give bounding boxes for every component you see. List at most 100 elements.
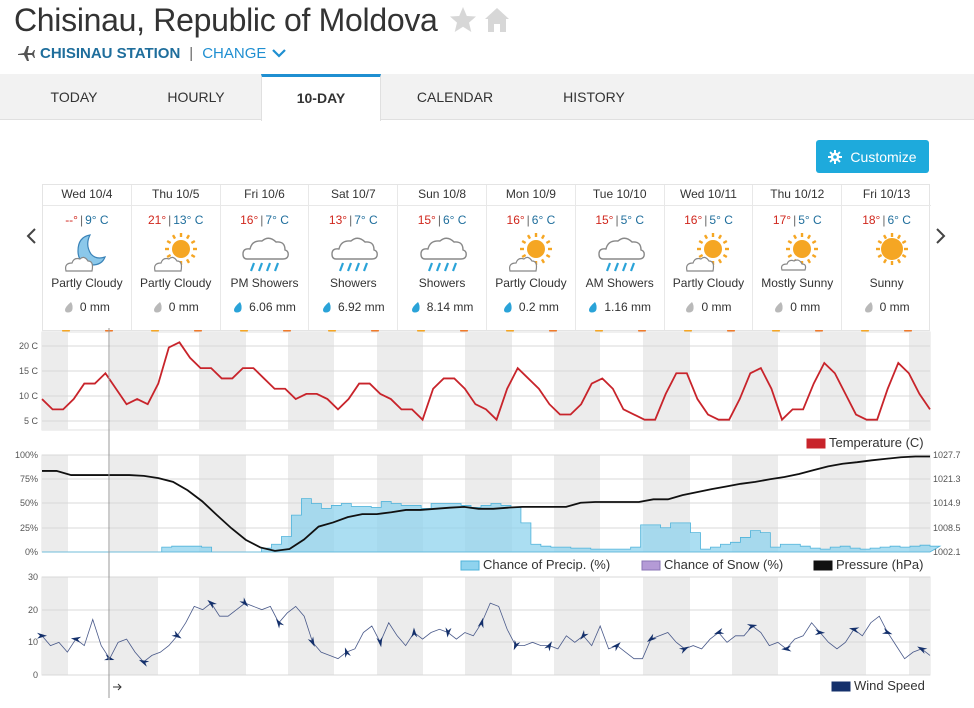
wind-direction-arrow [678, 646, 690, 654]
raindrop-icon [589, 302, 597, 313]
wind-direction-arrow [848, 627, 860, 634]
raindrop-icon [234, 302, 242, 313]
wind-direction-arrow [580, 630, 589, 640]
wind-direction-arrow [239, 597, 249, 607]
precip-value: 8.14 mm [426, 300, 474, 314]
day-name: Wed 10/11 [664, 185, 753, 206]
temp-separator: | [615, 213, 619, 227]
precip-value: 0.2 mm [518, 300, 559, 314]
day-column[interactable]: Sun 10/8 15° | 6° C Showers 8.14 mm [398, 185, 487, 334]
tab-hourly[interactable]: HOURLY [167, 89, 225, 105]
raindrop-icon [775, 302, 783, 313]
precip-legend-label: Chance of Precip. (%) [483, 557, 610, 572]
day-temps: 15° | 6° C [398, 213, 486, 227]
snow-legend-swatch [641, 560, 661, 571]
partly-cloudy-icon [686, 233, 730, 272]
wind-night-band [110, 577, 158, 675]
condition-label: Sunny [869, 276, 904, 290]
wind-direction-arrow [445, 627, 452, 638]
temperature-line [41, 341, 931, 422]
high-temp: 17° [772, 213, 792, 227]
change-station-link[interactable]: CHANGE [202, 45, 287, 62]
day-column[interactable]: Tue 10/10 15° | 5° C AM Showers 1.16 mm [575, 185, 665, 334]
precip-axis-tick: 75% [20, 474, 38, 484]
wind-direction-arrow [171, 630, 182, 639]
day-temps: 15° | 5° C [576, 213, 664, 227]
header: Chisinau, Republic of Moldova [14, 0, 512, 40]
temp-separator: | [349, 213, 353, 227]
separator: | [189, 44, 194, 62]
day-column[interactable]: Fri 10/13 18° | 6° C Sunny 0 mm [842, 185, 931, 334]
day-column[interactable]: Wed 10/11 16° | 5° C Partly Cloudy 0 mm [664, 185, 754, 334]
high-temp: 15° [417, 213, 436, 227]
wind-direction-arrow [207, 599, 217, 609]
condition-label: Partly Cloudy [51, 276, 123, 290]
day-name: Sun 10/8 [398, 185, 486, 206]
day-name: Wed 10/4 [43, 185, 131, 206]
temperature-night-band [820, 332, 866, 430]
precip-axis-tick: 100% [15, 450, 38, 460]
wind-direction-arrow [746, 624, 758, 630]
sunny-icon [875, 233, 908, 265]
wind-night-band [199, 577, 246, 675]
precip-axis-tick: 0% [25, 547, 38, 557]
station-name[interactable]: CHISINAU STATION [40, 44, 181, 62]
day-name: Tue 10/10 [575, 185, 664, 206]
temp-separator: | [168, 213, 172, 227]
high-temp: 16° [506, 213, 525, 227]
wind-legend-label: Wind Speed [854, 678, 925, 693]
previous-arrow-icon[interactable] [24, 226, 40, 246]
wind-axis-tick: 0 [33, 670, 38, 680]
precip-amount: 6.92 mm [309, 300, 397, 314]
favorite-star-icon[interactable] [448, 5, 478, 35]
low-temp: 6° C [442, 213, 467, 227]
mostly-sunny-icon [781, 233, 819, 271]
raindrop-icon [411, 302, 420, 313]
day-temps: 17° | 5° C [753, 213, 841, 227]
low-temp: 6° C [531, 213, 556, 227]
day-temps: 16° | 5° C [665, 213, 753, 227]
condition-label: Partly Cloudy [672, 276, 745, 290]
day-column[interactable]: Fri 10/6 16° | 7° C PM Showers 6.06 mm [220, 185, 310, 334]
home-icon[interactable] [482, 5, 512, 35]
temperature-legend-swatch [806, 438, 826, 449]
day-column[interactable]: Wed 10/4 --° | 9° C Partly Cloudy 0 mm [43, 185, 132, 334]
tab-today[interactable]: TODAY [50, 89, 98, 105]
wind-night-band [820, 577, 866, 675]
rain-icon [597, 237, 645, 272]
tab-10-day[interactable]: 10-DAY [261, 74, 381, 121]
high-temp: 15° [595, 213, 614, 227]
high-temp: 13° [328, 213, 348, 227]
customize-button[interactable]: Customize [816, 140, 929, 173]
day-column[interactable]: Thu 10/12 17° | 5° C Mostly Sunny 0 mm [753, 185, 843, 334]
day-temps: --° | 9° C [43, 213, 131, 227]
day-name: Fri 10/13 [842, 185, 931, 206]
wind-line [41, 602, 931, 663]
precip-value: 6.06 mm [249, 300, 296, 314]
wind-direction-arrow [513, 639, 521, 651]
wind-axis-tick: 10 [28, 637, 38, 647]
next-arrow-icon[interactable] [932, 226, 948, 246]
day-column[interactable]: Sat 10/7 13° | 7° C Showers 6.92 mm [309, 185, 399, 334]
tab-calendar[interactable]: CALENDAR [416, 89, 494, 105]
condition-label: Showers [418, 276, 466, 290]
precip-axis-tick: 50% [20, 498, 38, 508]
temp-separator: | [79, 213, 84, 227]
wind-direction-arrow [411, 627, 418, 638]
wind-direction-arrow [276, 618, 285, 629]
day-column[interactable]: Thu 10/5 21° | 13° C Partly Cloudy 0 mm [131, 185, 221, 334]
precip-amount: 8.14 mm [398, 300, 486, 314]
tab-history[interactable]: HISTORY [563, 89, 625, 105]
wind-axis-tick: 30 [28, 572, 38, 582]
condition-label: Partly Cloudy [140, 276, 212, 290]
high-temp: --° [65, 213, 78, 227]
precip-amount: 0 mm [132, 300, 220, 314]
day-name: Sat 10/7 [309, 185, 398, 206]
raindrop-icon [686, 302, 695, 313]
condition-label: Partly Cloudy [495, 276, 567, 290]
day-column[interactable]: Mon 10/9 16° | 6° C Partly Cloudy 0.2 mm [487, 185, 576, 334]
temperature-night-band [42, 332, 68, 430]
temperature-night-band [465, 332, 512, 430]
rain-icon [331, 237, 379, 272]
low-temp: 13° C [173, 213, 204, 227]
